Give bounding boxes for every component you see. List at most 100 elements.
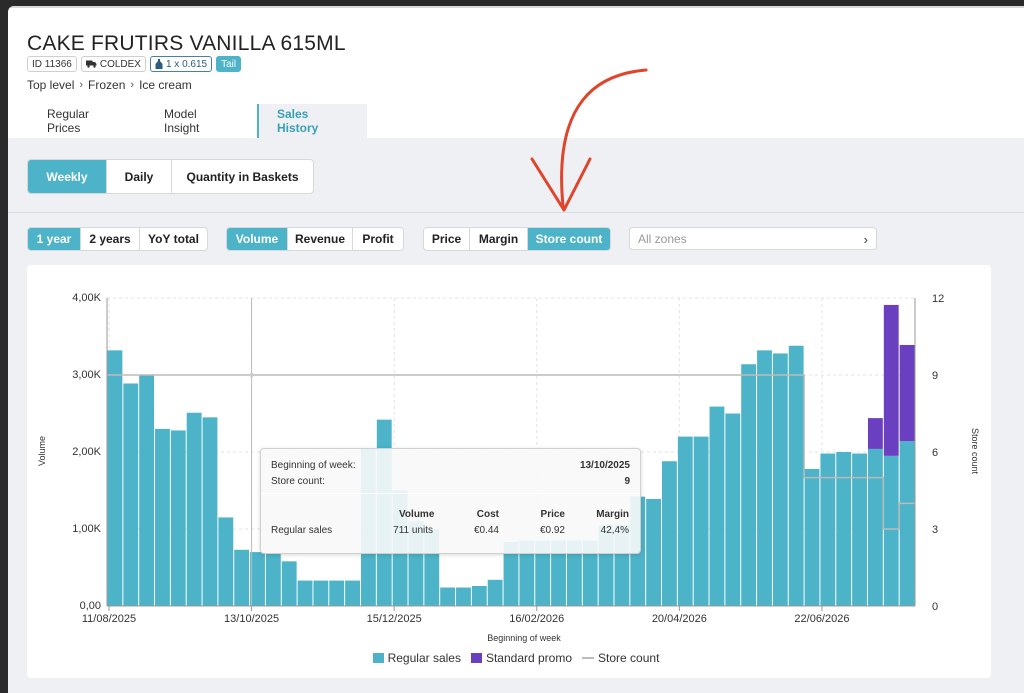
bar-regular-sales xyxy=(788,345,804,606)
bar-regular-sales xyxy=(804,468,820,606)
x-axis-title: Beginning of week xyxy=(487,633,561,643)
bar-regular-sales xyxy=(519,540,535,606)
x-tick-label: 22/06/2026 xyxy=(794,613,849,625)
bar-regular-sales xyxy=(551,540,566,606)
daily-button[interactable]: Daily xyxy=(107,160,172,193)
bar-regular-sales xyxy=(170,430,186,606)
tooltip-divider xyxy=(261,493,640,494)
tooltip-week-value: 13/10/2025 xyxy=(579,460,630,471)
margin-button[interactable]: Margin xyxy=(470,228,528,250)
tooltip-margin: 42,4% xyxy=(600,525,629,536)
overlay-toggle: Price Margin Store count xyxy=(423,227,611,251)
bar-regular-sales xyxy=(186,412,202,606)
legend-item-store-count[interactable]: Store count xyxy=(582,651,659,665)
y2-tick-label: 6 xyxy=(932,447,938,459)
weekly-button[interactable]: Weekly xyxy=(28,160,107,193)
volume-button[interactable]: Volume xyxy=(227,228,288,250)
section-divider xyxy=(8,212,1024,213)
product-badges: ID 11366 COLDEX 1 x 0.615 Tail xyxy=(27,56,242,72)
bar-regular-sales xyxy=(899,441,915,606)
bar-regular-sales xyxy=(836,452,852,606)
bar-regular-sales xyxy=(662,461,677,606)
tooltip-cost: €0.44 xyxy=(473,525,499,536)
zones-placeholder: All zones xyxy=(638,231,687,246)
zones-select[interactable]: All zones › xyxy=(629,227,877,250)
profit-button[interactable]: Profit xyxy=(362,232,394,246)
tooltip-header-cost: Cost xyxy=(476,509,499,520)
tooltip-week-label: Beginning of week: xyxy=(271,460,356,471)
legend-swatch xyxy=(372,653,384,663)
y-tick-label: 4,00K xyxy=(72,292,101,304)
bar-regular-sales xyxy=(471,585,487,606)
bar-regular-sales xyxy=(725,413,741,606)
y2-tick-label: 0 xyxy=(932,601,938,613)
metric-toggle: Volume Revenue Profit xyxy=(226,227,404,251)
legend-label: Regular sales xyxy=(387,651,461,665)
legend-label: Store count xyxy=(598,651,660,665)
bar-regular-sales xyxy=(123,383,139,606)
breadcrumb-item[interactable]: Ice cream xyxy=(139,78,192,92)
chart-legend: Regular sales Standard promo Store count xyxy=(8,651,1024,665)
supplier-label: COLDEX xyxy=(99,58,141,70)
legend-item-promo[interactable]: Standard promo xyxy=(470,651,573,665)
bar-regular-sales xyxy=(234,549,250,606)
tab-regular-prices[interactable]: Regular Prices xyxy=(47,107,90,135)
one-year-button[interactable]: 1 year xyxy=(28,228,81,250)
chevron-right-icon: › xyxy=(79,79,84,91)
legend-swatch xyxy=(582,657,595,659)
tooltip-header-price: Price xyxy=(540,509,565,520)
legend-label: Standard promo xyxy=(485,651,573,665)
bar-regular-sales xyxy=(440,587,456,606)
sales-chart: Volume Store count Beginning of week 0,0… xyxy=(37,292,980,643)
y2-axis-title: Store count xyxy=(970,428,980,475)
bar-regular-sales xyxy=(297,580,313,606)
tooltip-stores-label: Store count: xyxy=(271,476,325,487)
app-window: CAKE FRUTIRS VANILLA 615ML ID 11366 COLD… xyxy=(8,6,1024,693)
x-tick-label: 20/04/2026 xyxy=(652,613,707,625)
breadcrumb-item[interactable]: Frozen xyxy=(88,78,126,92)
tooltip-price: €0.92 xyxy=(539,525,565,536)
yoy-total-button[interactable]: YoY total xyxy=(148,232,199,246)
tab-bar: Regular Prices Model Insight Sales Histo… xyxy=(8,104,1024,138)
y2-tick-label: 3 xyxy=(932,524,938,536)
bar-regular-sales xyxy=(820,453,836,606)
y2-tick-label: 9 xyxy=(932,370,938,382)
tooltip-row-label: Regular sales xyxy=(271,525,333,536)
bar-regular-sales xyxy=(265,553,281,606)
pack-badge: 1 x 0.615 xyxy=(149,56,213,72)
breadcrumb-item[interactable]: Top level xyxy=(27,78,75,92)
y2-tick-label: 12 xyxy=(932,293,944,305)
y-axis-title: Volume xyxy=(37,436,47,466)
store-count-button[interactable]: Store count xyxy=(528,228,610,250)
quantity-in-baskets-button[interactable]: Quantity in Baskets xyxy=(186,169,299,184)
tooltip-header-volume: Volume xyxy=(399,509,435,520)
bar-regular-sales xyxy=(852,453,867,606)
revenue-button[interactable]: Revenue xyxy=(288,228,353,250)
window-top-strip xyxy=(8,6,1024,8)
bar-regular-sales xyxy=(329,580,345,606)
legend-swatch xyxy=(470,653,482,663)
bar-regular-sales xyxy=(867,448,883,606)
two-years-button[interactable]: 2 years xyxy=(81,228,140,250)
tab-sales-history[interactable]: Sales History xyxy=(257,104,367,138)
bar-regular-sales xyxy=(772,353,788,606)
x-tick-label: 13/10/2025 xyxy=(224,613,279,625)
bar-regular-sales xyxy=(281,561,297,606)
store-count-line xyxy=(107,298,915,606)
y-tick-label: 2,00K xyxy=(72,446,101,458)
supplier-badge: COLDEX xyxy=(80,56,146,72)
period-toggle: 1 year 2 years YoY total xyxy=(27,227,208,251)
legend-item-regular[interactable]: Regular sales xyxy=(372,651,461,665)
chevron-right-icon: › xyxy=(863,232,868,247)
chart-axes: Volume Store count Beginning of week 0,0… xyxy=(37,292,980,643)
tab-model-insight[interactable]: Model Insight xyxy=(164,107,200,135)
price-button[interactable]: Price xyxy=(424,228,470,250)
bar-regular-sales xyxy=(646,498,662,606)
bar-regular-sales xyxy=(218,517,234,606)
bar-regular-sales xyxy=(202,417,218,606)
annotation-arrow-curve xyxy=(560,68,648,208)
bar-regular-sales xyxy=(757,350,772,606)
bar-regular-sales xyxy=(345,580,360,606)
annotation-arrow xyxy=(530,68,648,212)
crosshair-point xyxy=(249,372,254,378)
